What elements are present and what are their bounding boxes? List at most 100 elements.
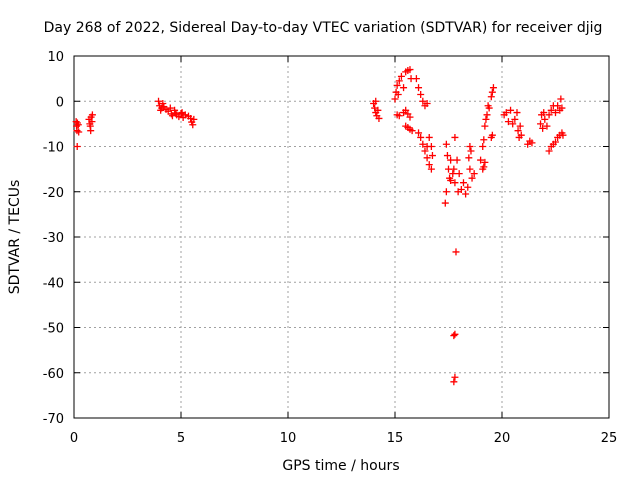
data-point xyxy=(442,188,450,196)
data-point xyxy=(558,104,566,112)
data-point xyxy=(554,102,562,110)
data-point xyxy=(419,97,427,105)
data-point xyxy=(466,165,474,173)
data-point xyxy=(75,128,83,136)
data-point xyxy=(467,147,475,155)
data-point xyxy=(88,118,96,126)
data-point xyxy=(543,122,551,130)
data-point xyxy=(427,143,435,150)
y-tick-label: -30 xyxy=(43,231,64,246)
data-point xyxy=(450,165,458,173)
data-point xyxy=(450,332,458,340)
data-point xyxy=(187,114,195,122)
y-tick-label: 10 xyxy=(47,50,64,65)
data-point xyxy=(477,156,485,164)
data-point xyxy=(190,115,198,123)
data-point xyxy=(394,90,402,98)
data-point xyxy=(451,330,459,338)
data-point xyxy=(427,165,435,173)
data-point xyxy=(516,122,524,130)
data-point xyxy=(482,115,490,123)
data-point xyxy=(540,109,548,117)
y-tick-label: 0 xyxy=(56,95,64,110)
data-point xyxy=(447,176,455,184)
data-point xyxy=(455,170,463,178)
data-point xyxy=(412,75,420,83)
data-point xyxy=(541,115,549,123)
data-point xyxy=(166,104,174,112)
data-point xyxy=(479,143,487,150)
x-tick-label: 0 xyxy=(70,431,78,446)
data-point xyxy=(395,77,403,85)
data-point xyxy=(487,133,495,141)
data-point xyxy=(374,106,382,114)
y-tick-label: -20 xyxy=(43,186,64,201)
y-tick-label: -10 xyxy=(43,141,64,156)
data-point xyxy=(423,100,431,108)
data-point xyxy=(507,106,515,114)
data-point xyxy=(406,113,414,121)
data-point xyxy=(450,378,458,386)
axis-ticks: 0 5 10 15 20 25 10 0 -10 -20 -30 -40 -50 -60 -70 xyxy=(43,50,618,446)
data-point xyxy=(559,131,567,139)
data-point xyxy=(402,106,410,114)
data-point xyxy=(552,138,559,146)
data-point xyxy=(489,84,497,92)
data-point xyxy=(372,97,380,105)
data-point xyxy=(513,109,521,117)
data-point xyxy=(181,111,189,119)
data-point xyxy=(480,136,488,144)
data-point xyxy=(480,163,488,171)
x-tick-label: 25 xyxy=(601,431,618,446)
data-point xyxy=(452,248,460,256)
data-point xyxy=(459,179,467,187)
data-point xyxy=(443,152,451,160)
data-point xyxy=(73,127,81,135)
data-point xyxy=(466,143,474,150)
data-point xyxy=(504,118,512,126)
data-point xyxy=(425,161,433,169)
data-point xyxy=(442,140,450,148)
data-point xyxy=(487,93,495,101)
data-point xyxy=(502,109,510,117)
data-point xyxy=(552,109,559,117)
x-axis-label: GPS time / hours xyxy=(282,458,399,474)
data-point xyxy=(481,122,489,130)
data-point xyxy=(509,120,517,128)
data-point xyxy=(485,104,493,112)
data-point xyxy=(451,179,459,187)
chart-title: Day 268 of 2022, Sidereal Day-to-day VTE… xyxy=(44,20,603,36)
x-tick-label: 5 xyxy=(177,431,185,446)
data-point xyxy=(547,106,555,114)
data-point xyxy=(417,90,425,98)
data-point xyxy=(470,170,478,178)
data-point xyxy=(465,154,473,162)
data-point xyxy=(557,95,565,103)
data-point xyxy=(483,111,491,119)
y-tick-label: -40 xyxy=(43,276,64,291)
data-point xyxy=(423,154,431,162)
data-point xyxy=(451,373,459,381)
x-tick-label: 20 xyxy=(494,431,511,446)
grid-lines xyxy=(74,56,609,418)
data-point xyxy=(539,124,547,132)
data-point xyxy=(488,88,496,96)
data-point xyxy=(481,158,489,166)
y-tick-label: -60 xyxy=(43,367,64,382)
data-point xyxy=(417,133,425,141)
data-point xyxy=(528,139,536,147)
data-point xyxy=(155,97,163,105)
data-point xyxy=(86,122,94,130)
data-point xyxy=(391,95,399,103)
data-point xyxy=(73,143,81,150)
data-point xyxy=(457,185,465,193)
data-point xyxy=(419,140,427,148)
data-point xyxy=(517,131,525,139)
data-point xyxy=(428,152,436,160)
x-tick-label: 10 xyxy=(280,431,297,446)
data-point xyxy=(375,114,383,122)
y-axis-label: SDTVAR / TECUs xyxy=(7,180,23,295)
data-point xyxy=(464,183,472,191)
data-point xyxy=(514,127,522,135)
